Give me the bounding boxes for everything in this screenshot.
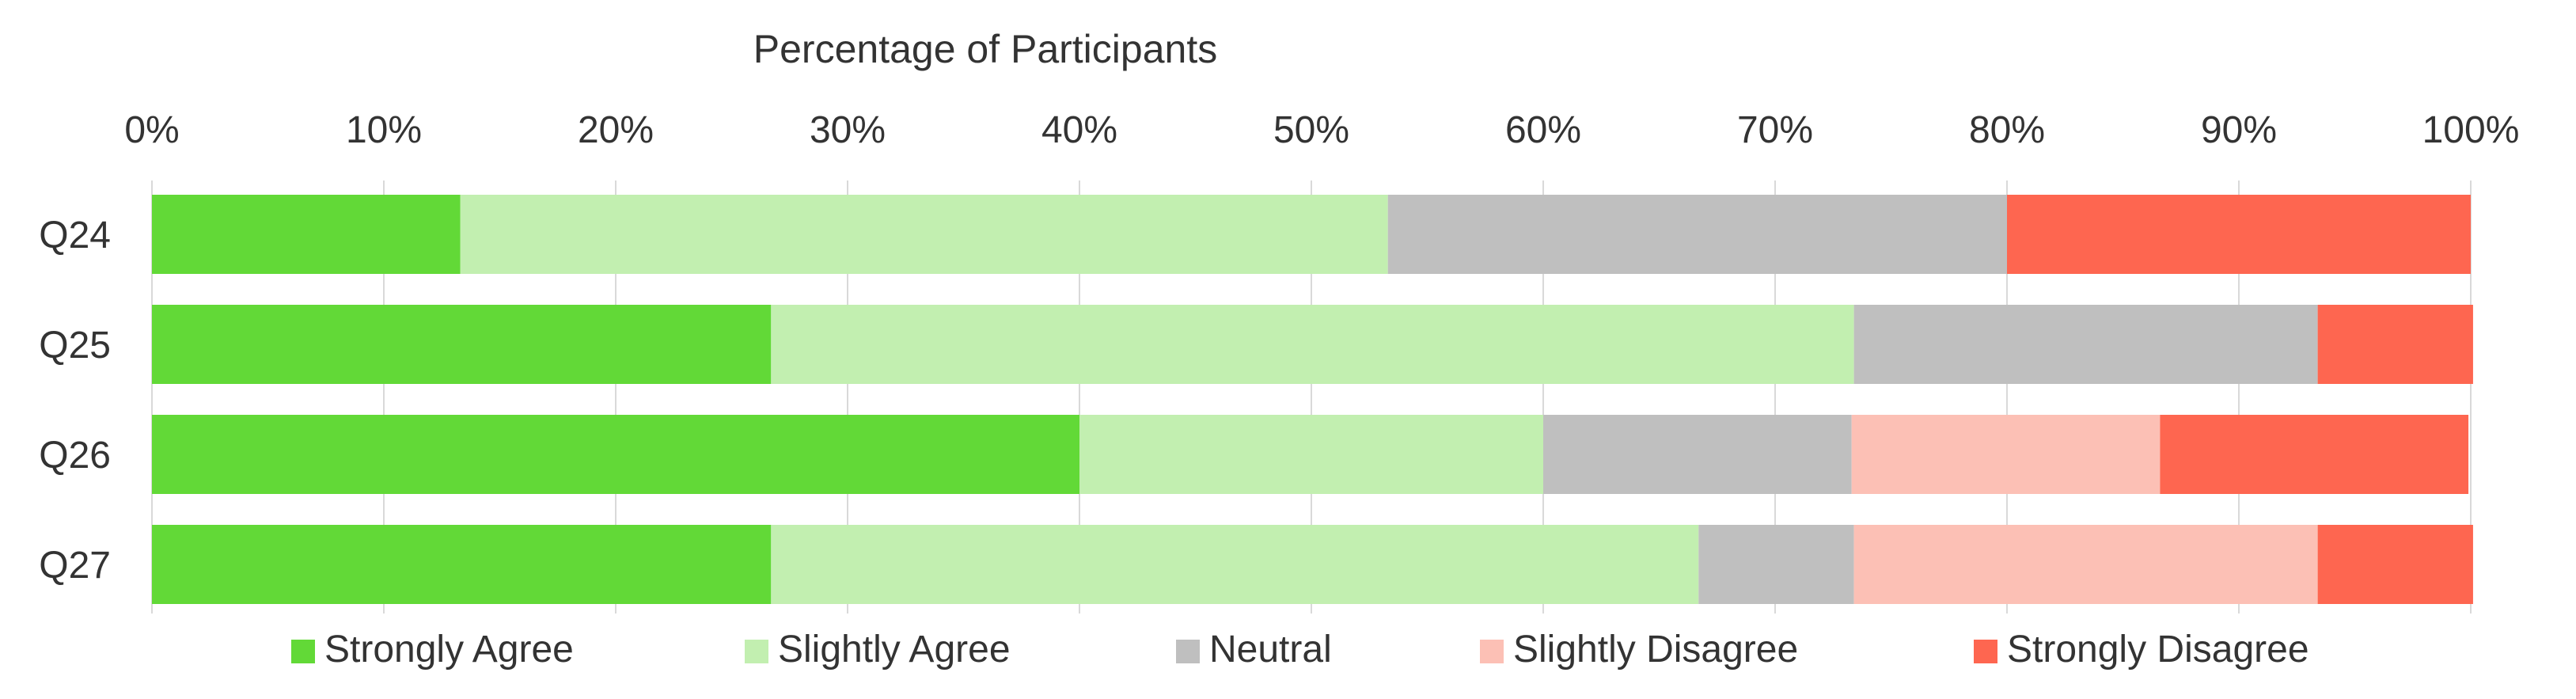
bar-segment-neutral	[1698, 525, 1854, 604]
x-tick-label: 60%	[1505, 109, 1581, 151]
bar-segment-strongly-disagree	[2007, 195, 2471, 274]
x-tick-label: 0%	[124, 109, 179, 151]
legend: Strongly Agree Slightly Agree Neutral Sligh…	[291, 629, 2309, 671]
bar-segment-strongly-agree	[152, 415, 1079, 494]
bar-segment-neutral	[1387, 195, 2007, 274]
bar-segment-slightly-agree	[771, 525, 1699, 604]
bar-segment-strongly-agree	[152, 195, 461, 274]
bar-segment-slightly-agree	[1079, 415, 1543, 494]
bar-segment-strongly-agree	[152, 305, 772, 384]
x-tick-label: 30%	[810, 109, 886, 151]
bars	[152, 195, 2473, 604]
x-axis-title: Percentage of Participants	[753, 27, 1217, 71]
legend-label: Slightly Agree	[778, 629, 1011, 671]
legend-swatch	[745, 640, 768, 663]
legend-swatch	[1480, 640, 1504, 663]
category-label: Q25	[39, 325, 111, 367]
bar-segment-slightly-disagree	[1851, 415, 2161, 494]
x-tick-label: 90%	[2201, 109, 2277, 151]
x-tick-label: 40%	[1041, 109, 1117, 151]
legend-label: Neutral	[1209, 629, 1332, 671]
bar-segment-slightly-disagree	[1853, 525, 2318, 604]
x-tick-label: 50%	[1273, 109, 1349, 151]
bar-segment-neutral	[1543, 415, 1852, 494]
legend-item: Neutral	[1176, 629, 1332, 671]
bar-segment-neutral	[1853, 305, 2318, 384]
bar-segment-strongly-agree	[152, 525, 772, 604]
legend-swatch	[291, 640, 315, 663]
bar-segment-slightly-agree	[460, 195, 1388, 274]
legend-swatch	[1176, 640, 1200, 663]
x-tick-label: 10%	[346, 109, 422, 151]
legend-item: Slightly Disagree	[1480, 629, 1798, 671]
x-tick-label: 20%	[578, 109, 654, 151]
bar-segment-strongly-disagree	[2317, 525, 2473, 604]
category-label: Q26	[39, 435, 111, 477]
legend-item: Strongly Disagree	[1974, 629, 2309, 671]
x-axis-tick-labels: 0% 10% 20% 30% 40% 50% 60% 70% 80% 90% 100%	[124, 109, 2519, 151]
x-tick-label: 80%	[1969, 109, 2045, 151]
x-tick-label: 70%	[1737, 109, 1813, 151]
category-label: Q24	[39, 215, 111, 256]
legend-label: Strongly Agree	[324, 629, 574, 671]
bar-segment-slightly-agree	[771, 305, 1854, 384]
legend-item: Strongly Agree	[291, 629, 574, 671]
bar-segment-strongly-disagree	[2160, 415, 2469, 494]
bar-segment-strongly-disagree	[2317, 305, 2473, 384]
legend-swatch	[1974, 640, 1997, 663]
legend-label: Strongly Disagree	[2007, 629, 2309, 671]
category-label: Q27	[39, 545, 111, 587]
x-tick-label: 100%	[2422, 109, 2520, 151]
y-axis-category-labels: Q24 Q25 Q26 Q27	[39, 215, 111, 587]
legend-item: Slightly Agree	[745, 629, 1011, 671]
legend-label: Slightly Disagree	[1513, 629, 1798, 671]
